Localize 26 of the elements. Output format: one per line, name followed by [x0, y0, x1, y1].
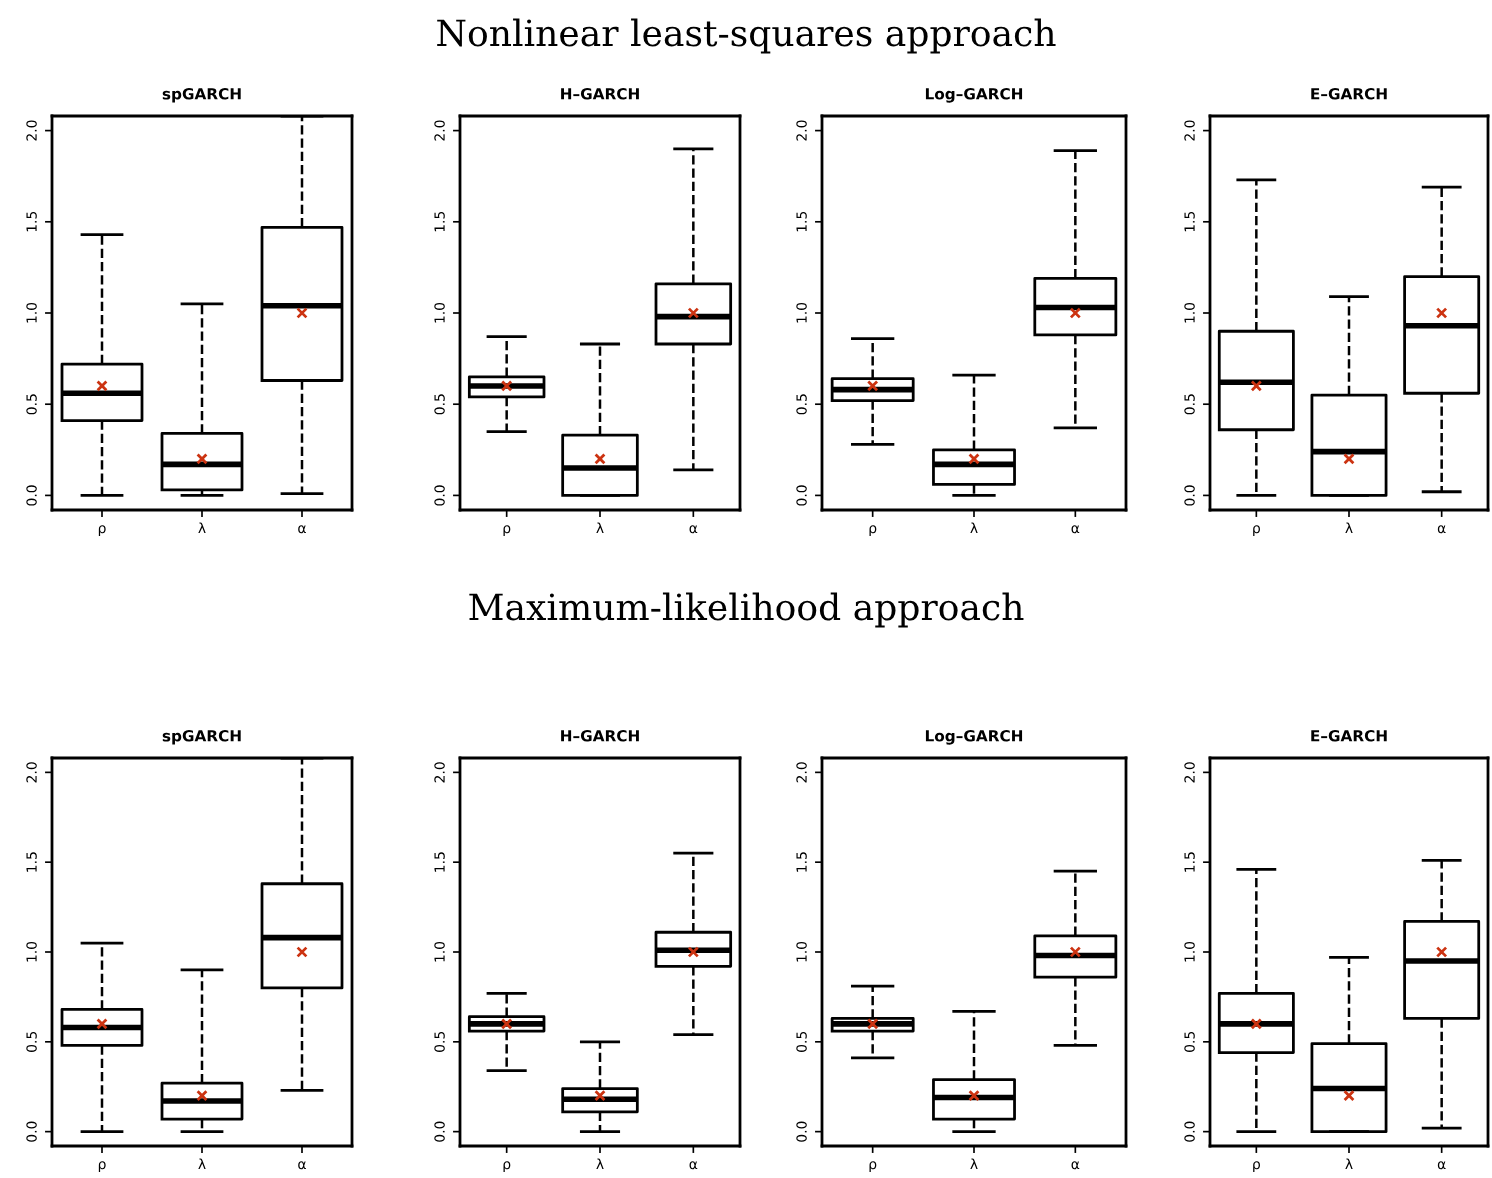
point — [296, 946, 308, 958]
point — [1069, 946, 1082, 958]
point — [687, 307, 700, 319]
point — [594, 453, 606, 465]
point — [866, 380, 879, 392]
point — [96, 380, 108, 392]
point — [968, 453, 980, 465]
point — [96, 1018, 108, 1030]
point — [968, 1089, 980, 1102]
point — [1250, 1018, 1263, 1030]
text: Nonlinear least-squares approach — [437, 18, 1056, 54]
point — [1435, 307, 1448, 319]
point — [1250, 380, 1263, 392]
point — [687, 946, 700, 958]
point — [196, 453, 208, 465]
point — [296, 307, 308, 319]
point — [1343, 1089, 1355, 1102]
point — [866, 1018, 879, 1030]
point — [196, 1089, 208, 1102]
text: Maximum-likelihood approach — [469, 592, 1024, 628]
point — [594, 1089, 606, 1102]
point — [500, 380, 513, 392]
point — [1343, 453, 1355, 465]
point — [500, 1018, 513, 1030]
point — [1435, 946, 1448, 958]
point — [1069, 307, 1082, 319]
